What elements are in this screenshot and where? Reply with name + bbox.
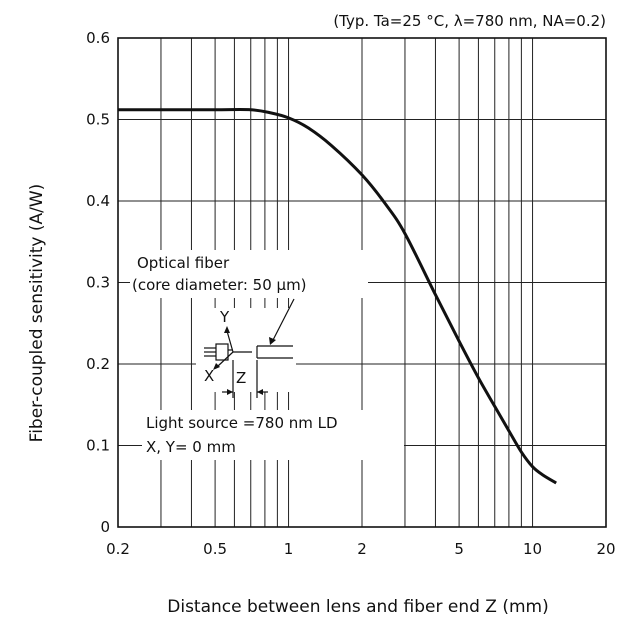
axis-z-label: Z <box>236 369 246 387</box>
y-axis-title: Fiber-coupled sensitivity (A/W) <box>27 184 47 443</box>
annotation-background <box>130 250 368 298</box>
y-tick-label: 0.3 <box>86 274 110 292</box>
fiber-leader <box>271 298 295 343</box>
y-tick-label: 0 <box>100 518 110 536</box>
fiber-label-line1: Optical fiber <box>137 254 230 272</box>
y-axis-arrowhead <box>224 326 230 333</box>
x-axis-arrowhead <box>213 363 220 370</box>
z-dimension-arrowhead <box>227 389 233 395</box>
annotation-background <box>142 410 404 460</box>
x-tick-label: 1 <box>284 540 294 558</box>
y-tick-label: 0.6 <box>86 29 110 47</box>
x-axis-arrow <box>217 351 234 367</box>
inset-diagram <box>130 250 404 460</box>
x-tick-label: 10 <box>523 540 542 558</box>
chart-conditions: (Typ. Ta=25 °C, λ=780 nm, NA=0.2) <box>333 12 606 30</box>
y-axis-ticks: 0 0.1 0.2 0.3 0.4 0.5 0.6 <box>86 29 110 536</box>
x-axis-title: Distance between lens and fiber end Z (m… <box>167 597 548 617</box>
x-tick-label: 0.2 <box>106 540 130 558</box>
axis-y-label: Y <box>219 308 230 326</box>
data-series <box>117 107 557 485</box>
x-axis-ticks: 0.2 0.5 1 2 5 10 20 <box>106 540 615 558</box>
plot-frame <box>117 37 607 528</box>
annotation-background <box>196 308 296 392</box>
y-axis-arrow <box>226 330 234 353</box>
z-dimension-arrowhead <box>257 389 263 395</box>
axis-x-label: X <box>204 367 214 385</box>
x-tick-label: 2 <box>357 540 367 558</box>
fiber-leader-arrowhead <box>269 337 276 345</box>
x-tick-label: 0.5 <box>203 540 227 558</box>
y-tick-label: 0.4 <box>86 192 110 210</box>
x-tick-label: 20 <box>596 540 615 558</box>
y-tick-label: 0.1 <box>86 437 110 455</box>
series-line <box>117 107 557 485</box>
y-tick-label: 0.2 <box>86 355 110 373</box>
fiber-label-line2: (core diameter: 50 μm) <box>132 276 307 294</box>
light-source-position: X, Y= 0 mm <box>146 438 236 456</box>
x-tick-label: 5 <box>454 540 464 558</box>
light-source-label: Light source =780 nm LD <box>146 414 338 432</box>
y-tick-label: 0.5 <box>86 111 110 129</box>
